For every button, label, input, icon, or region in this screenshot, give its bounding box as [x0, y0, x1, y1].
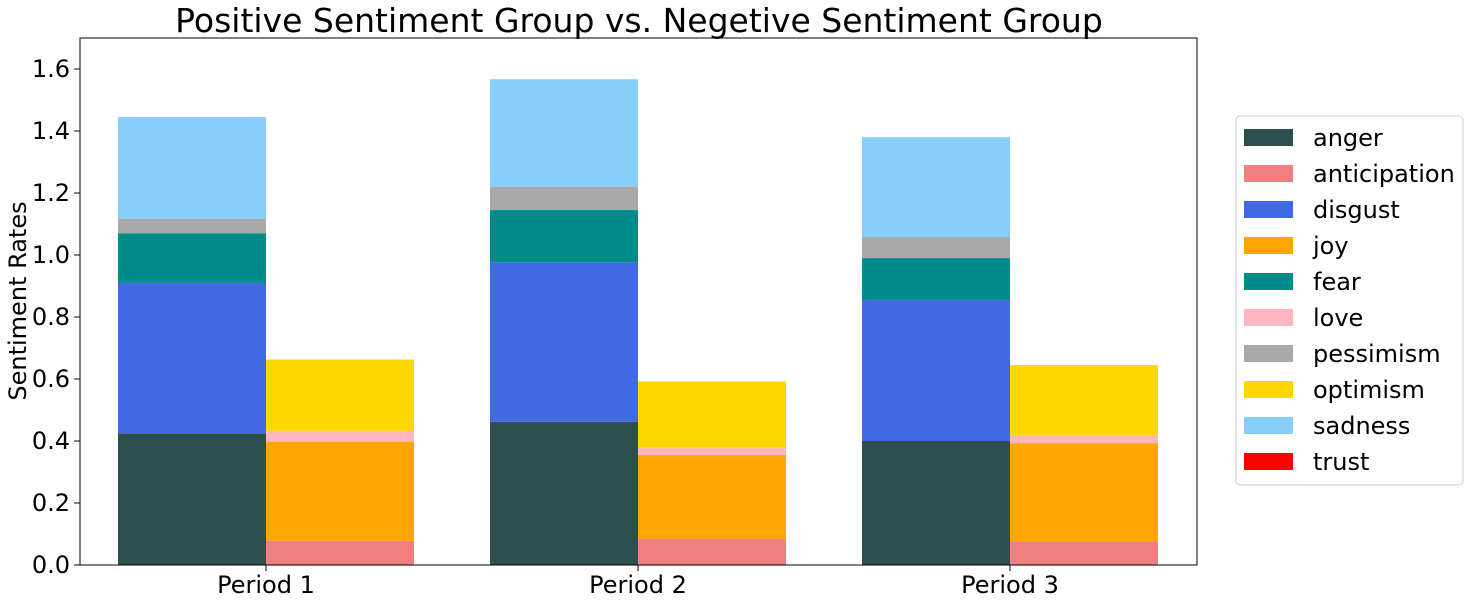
bar-sadness-period-2 [490, 79, 638, 187]
bar-anticipation-period-3 [1010, 541, 1158, 565]
legend-swatch-optimism [1244, 381, 1293, 398]
bar-love-period-2 [638, 447, 786, 455]
y-tick-label: 0.2 [32, 489, 70, 517]
x-tick-label: Period 1 [217, 571, 315, 599]
legend-swatch-trust [1244, 453, 1293, 470]
y-tick-label: 0.4 [32, 427, 70, 455]
legend: anger anticipation disgust joy fear love pessi… [1235, 115, 1464, 486]
bar-fear-period-2 [490, 210, 638, 263]
bar-anger-period-2 [490, 421, 638, 565]
bar-love-period-1 [266, 430, 414, 442]
bar-fear-period-1 [118, 233, 266, 283]
legend-swatch-pessimism [1244, 345, 1293, 362]
x-tick-label: Period 3 [961, 571, 1059, 599]
bar-optimism-period-1 [266, 359, 414, 431]
legend-swatch-sadness [1244, 417, 1293, 434]
bar-pessimism-period-1 [118, 218, 266, 234]
legend-swatch-anger [1244, 129, 1293, 146]
bar-anger-period-3 [862, 441, 1010, 565]
y-tick-label: 0.8 [32, 303, 70, 331]
legend-label-anger: anger [1313, 124, 1383, 152]
x-tick-label: Period 2 [589, 571, 687, 599]
bar-disgust-period-2 [490, 262, 638, 422]
y-tick-label: 1.0 [32, 241, 70, 269]
bar-sadness-period-1 [118, 117, 266, 219]
legend-swatch-anticipation [1244, 165, 1293, 182]
legend-label-optimism: optimism [1313, 376, 1425, 404]
legend-label-fear: fear [1313, 268, 1361, 296]
bar-joy-period-2 [638, 454, 786, 539]
bar-pessimism-period-3 [862, 237, 1010, 259]
legend-label-pessimism: pessimism [1313, 340, 1441, 368]
bar-joy-period-3 [1010, 443, 1158, 542]
bar-love-period-3 [1010, 434, 1158, 444]
legend-swatch-joy [1244, 237, 1293, 254]
bar-joy-period-1 [266, 441, 414, 541]
y-axis-label: Sentiment Rates [4, 201, 32, 400]
bar-disgust-period-3 [862, 299, 1010, 441]
legend-label-anticipation: anticipation [1313, 160, 1455, 188]
bar-anticipation-period-2 [638, 538, 786, 565]
y-tick-label: 0.0 [32, 551, 70, 579]
x-axis: Period 1 Period 2 Period 3 [217, 565, 1059, 599]
legend-label-trust: trust [1313, 448, 1369, 476]
y-tick-label: 0.6 [32, 365, 70, 393]
bar-anticipation-period-1 [266, 540, 414, 565]
bar-anger-period-1 [118, 433, 266, 565]
y-tick-label: 1.2 [32, 179, 70, 207]
legend-swatch-disgust [1244, 201, 1293, 218]
chart-title: Positive Sentiment Group vs. Negetive Se… [175, 1, 1103, 40]
bar-pessimism-period-2 [490, 186, 638, 211]
bar-sadness-period-3 [862, 137, 1010, 238]
bar-optimism-period-2 [638, 381, 786, 448]
bars-layer [118, 79, 1158, 565]
legend-label-joy: joy [1312, 232, 1349, 260]
y-tick-label: 1.6 [32, 55, 70, 83]
legend-label-disgust: disgust [1313, 196, 1400, 224]
legend-swatch-love [1244, 309, 1293, 326]
legend-label-love: love [1313, 304, 1363, 332]
y-tick-label: 1.4 [32, 117, 70, 145]
bar-optimism-period-3 [1010, 365, 1158, 435]
legend-label-sadness: sadness [1313, 412, 1410, 440]
y-axis: 0.0 0.2 0.4 0.6 0.8 1.0 1.2 1.4 1.6 [32, 55, 80, 579]
legend-swatch-fear [1244, 273, 1293, 290]
bar-disgust-period-1 [118, 282, 266, 434]
bar-fear-period-3 [862, 258, 1010, 300]
